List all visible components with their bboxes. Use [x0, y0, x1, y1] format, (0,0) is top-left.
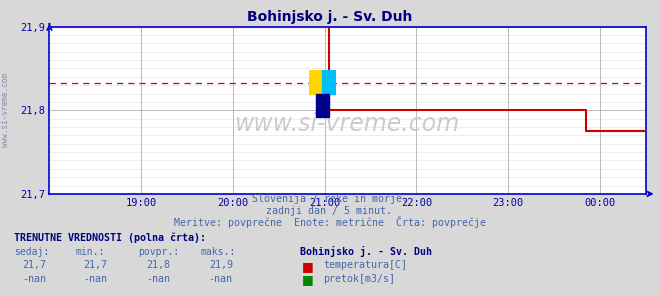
Text: temperatura[C]: temperatura[C]: [323, 260, 407, 271]
Text: www.si-vreme.com: www.si-vreme.com: [235, 112, 460, 136]
Text: maks.:: maks.:: [201, 247, 236, 257]
Text: sedaj:: sedaj:: [14, 247, 49, 257]
Text: Slovenija / reke in morje.: Slovenija / reke in morje.: [252, 194, 407, 204]
Text: ■: ■: [302, 260, 314, 273]
Text: min.:: min.:: [76, 247, 105, 257]
Text: -nan: -nan: [209, 274, 233, 284]
Text: -nan: -nan: [146, 274, 170, 284]
Text: 21,7: 21,7: [22, 260, 46, 271]
Text: TRENUTNE VREDNOSTI (polna črta):: TRENUTNE VREDNOSTI (polna črta):: [14, 233, 206, 243]
Text: 21,9: 21,9: [209, 260, 233, 271]
Text: 21,7: 21,7: [84, 260, 107, 271]
Text: -nan: -nan: [84, 274, 107, 284]
Text: -nan: -nan: [22, 274, 46, 284]
Text: povpr.:: povpr.:: [138, 247, 179, 257]
Text: pretok[m3/s]: pretok[m3/s]: [323, 274, 395, 284]
Text: ■: ■: [302, 273, 314, 286]
Text: 21,8: 21,8: [146, 260, 170, 271]
Text: Bohinjsko j. - Sv. Duh: Bohinjsko j. - Sv. Duh: [247, 10, 412, 24]
Text: zadnji dan / 5 minut.: zadnji dan / 5 minut.: [266, 206, 393, 216]
Text: Meritve: povprečne  Enote: metrične  Črta: povprečje: Meritve: povprečne Enote: metrične Črta:…: [173, 215, 486, 228]
Text: www.si-vreme.com: www.si-vreme.com: [1, 73, 10, 147]
Text: Bohinjsko j. - Sv. Duh: Bohinjsko j. - Sv. Duh: [300, 246, 432, 257]
